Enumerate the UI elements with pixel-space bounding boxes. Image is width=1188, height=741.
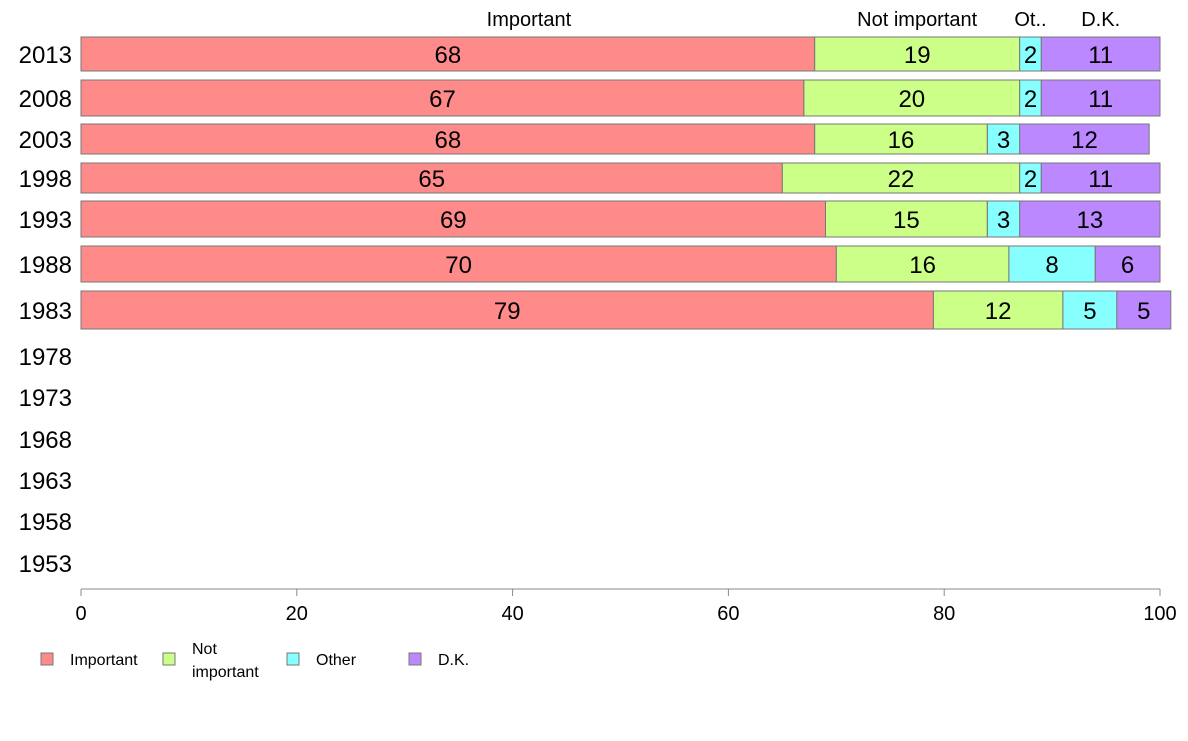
bar-2003-not-important <box>814 123 988 155</box>
bar-1993-not-important <box>825 200 988 238</box>
bar-1993-important <box>80 200 826 238</box>
year-label-1953: 1953 <box>19 551 72 578</box>
bar-1998-d-k <box>1040 162 1161 194</box>
value-label-2008-not-important: 20 <box>898 86 925 113</box>
value-label-2008-important: 67 <box>429 86 456 113</box>
value-label-1983-d-k: 5 <box>1137 298 1150 325</box>
legend-label-not-important-line1: Not <box>192 641 217 658</box>
value-label-1998-other: 2 <box>1024 166 1037 193</box>
year-label-1968: 1968 <box>19 427 72 454</box>
bar-1993-d-k <box>1019 200 1161 238</box>
value-label-1993-important: 69 <box>440 207 467 234</box>
value-label-1988-important: 70 <box>445 252 472 279</box>
value-label-1998-d-k: 11 <box>1088 166 1113 193</box>
bar-2013-not-important <box>814 36 1021 72</box>
bar-1983-not-important <box>932 290 1064 330</box>
value-label-2003-d-k: 12 <box>1071 127 1098 154</box>
bar-2003-other <box>986 123 1021 155</box>
value-label-1998-important: 65 <box>418 166 445 193</box>
legend-label-important: Important <box>70 652 138 669</box>
year-label-1963: 1963 <box>19 468 72 495</box>
value-label-2003-other: 3 <box>997 127 1010 154</box>
bar-2003-d-k <box>1019 123 1150 155</box>
x-tick-label-20: 20 <box>286 603 308 625</box>
value-label-2003-not-important: 16 <box>888 127 915 154</box>
legend-swatch-other <box>286 652 300 666</box>
year-label-1998: 1998 <box>19 166 72 193</box>
bar-2008-not-important <box>803 79 1021 117</box>
legend-label-d-k-: D.K. <box>438 652 469 669</box>
x-tick-label-40: 40 <box>501 603 523 625</box>
x-tick-label-100: 100 <box>1143 603 1176 625</box>
value-label-1983-important: 79 <box>494 298 521 325</box>
year-label-2003: 2003 <box>19 127 72 154</box>
x-tick-label-0: 0 <box>75 603 86 625</box>
bar-2013-important <box>80 36 816 72</box>
bar-1993-other <box>986 200 1021 238</box>
value-label-1983-other: 5 <box>1083 298 1096 325</box>
value-label-1988-other: 8 <box>1045 252 1058 279</box>
year-label-2013: 2013 <box>19 42 72 69</box>
x-tick-label-60: 60 <box>717 603 739 625</box>
column-header-not-important: Not important <box>857 9 977 31</box>
value-label-2013-d-k: 11 <box>1088 42 1113 69</box>
column-header-other: Ot.. <box>1014 9 1046 31</box>
x-tick-label-80: 80 <box>933 603 955 625</box>
bar-2013-d-k <box>1040 36 1161 72</box>
column-header-important: Important <box>487 9 572 31</box>
bar-1988-not-important <box>835 245 1010 283</box>
bar-1983-d-k <box>1116 290 1172 330</box>
year-label-1988: 1988 <box>19 252 72 279</box>
year-label-1983: 1983 <box>19 298 72 325</box>
bar-2003-important <box>80 123 816 155</box>
bar-1983-other <box>1062 290 1118 330</box>
year-label-1958: 1958 <box>19 509 72 536</box>
legend-label-not-important-line2: important <box>192 664 259 681</box>
bar-1988-important <box>80 245 837 283</box>
column-header-d-k-: D.K. <box>1081 9 1120 31</box>
bar-1983-important <box>80 290 934 330</box>
year-label-1973: 1973 <box>19 385 72 412</box>
value-label-2013-other: 2 <box>1024 42 1037 69</box>
bar-1988-d-k <box>1094 245 1161 283</box>
year-label-1993: 1993 <box>19 207 72 234</box>
legend-swatch-not-important <box>162 652 176 666</box>
value-label-1988-d-k: 6 <box>1121 252 1134 279</box>
bar-2008-important <box>80 79 805 117</box>
legend-label-other: Other <box>316 652 357 669</box>
value-label-1983-not-important: 12 <box>985 298 1012 325</box>
year-label-1978: 1978 <box>19 344 72 371</box>
value-label-1993-d-k: 13 <box>1077 207 1104 234</box>
value-label-1998-not-important: 22 <box>888 166 915 193</box>
value-label-1993-other: 3 <box>997 207 1010 234</box>
value-label-2003-important: 68 <box>435 127 462 154</box>
year-label-2008: 2008 <box>19 86 72 113</box>
value-label-2013-important: 68 <box>435 42 462 69</box>
bar-1998-important <box>80 162 783 194</box>
legend-swatch-important <box>40 652 54 666</box>
value-label-1993-not-important: 15 <box>893 207 920 234</box>
value-label-1988-not-important: 16 <box>909 252 936 279</box>
value-label-2008-d-k: 11 <box>1088 86 1113 113</box>
value-label-2008-other: 2 <box>1024 86 1037 113</box>
bar-1998-not-important <box>781 162 1021 194</box>
bar-2008-d-k <box>1040 79 1161 117</box>
value-label-2013-not-important: 19 <box>904 42 931 69</box>
legend-swatch-d-k- <box>408 652 422 666</box>
